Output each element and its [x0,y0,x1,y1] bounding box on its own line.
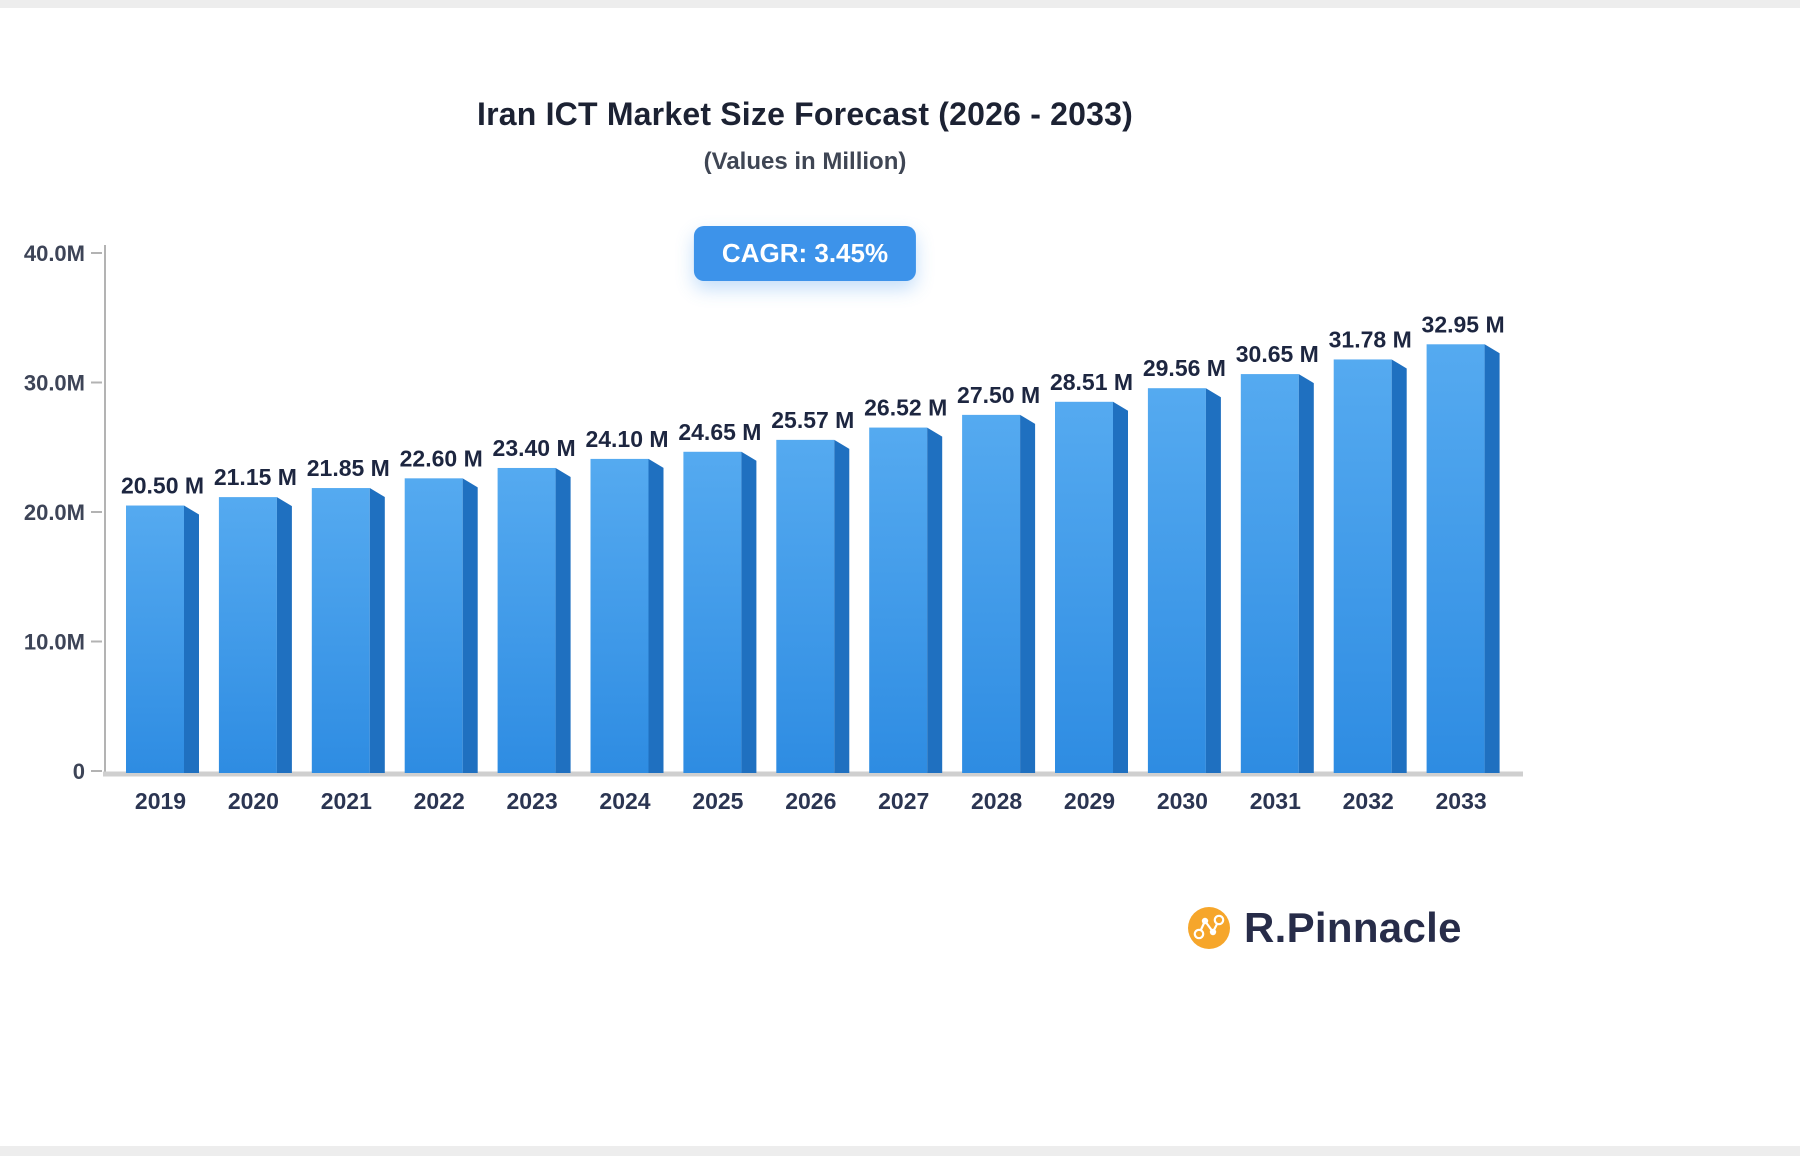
bar-value-label: 27.50 M [957,382,1040,408]
bar-2029: 28.51 M [1050,369,1133,773]
y-axis-tick-label: 20.0M [24,500,85,525]
bar-value-label: 24.65 M [678,419,761,445]
x-axis-tick-label: 2020 [228,788,279,814]
bar-2021: 21.85 M [307,455,390,773]
x-axis-tick-label: 2022 [414,788,465,814]
x-axis-tick-label: 2025 [692,788,743,814]
top-edge [0,0,1800,8]
bar-value-label: 31.78 M [1329,326,1412,352]
bar-value-label: 23.40 M [493,435,576,461]
x-axis-tick-label: 2029 [1064,788,1115,814]
bar-value-label: 24.10 M [585,426,668,452]
bar-value-label: 28.51 M [1050,369,1133,395]
bar-2023: 23.40 M [493,435,576,773]
x-axis-tick-label: 2021 [321,788,372,814]
y-axis-tick-label: 40.0M [24,241,85,266]
x-axis-tick-label: 2023 [507,788,558,814]
brand-logo: R.Pinnacle [1186,904,1462,952]
x-axis-tick-label: 2024 [599,788,650,814]
bar-2025: 24.65 M [678,419,761,773]
x-axis-tick-label: 2028 [971,788,1022,814]
x-axis-tick-label: 2027 [878,788,929,814]
x-axis-tick-label: 2032 [1343,788,1394,814]
bar-value-label: 29.56 M [1143,355,1226,381]
bar-2019: 20.50 M [121,473,204,773]
bar-value-label: 25.57 M [771,407,854,433]
y-axis-tick-label: 30.0M [24,371,85,396]
bar-value-label: 21.85 M [307,455,390,481]
bar-2030: 29.56 M [1143,355,1226,773]
bar-2032: 31.78 M [1329,326,1412,773]
bar-value-label: 20.50 M [121,473,204,499]
bar-2026: 25.57 M [771,407,854,773]
bar-value-label: 21.15 M [214,464,297,490]
bar-2020: 21.15 M [214,464,297,773]
bar-2031: 30.65 M [1236,341,1319,773]
bar-value-label: 26.52 M [864,395,947,421]
bar-2024: 24.10 M [585,426,669,773]
cagr-badge: CAGR: 3.45% [693,226,917,281]
x-axis-tick-label: 2031 [1250,788,1301,814]
chart-subtitle: (Values in Million) [703,148,907,175]
bottom-edge [0,1146,1800,1156]
y-axis-tick-label: 10.0M [24,630,85,655]
x-axis-tick-label: 2030 [1157,788,1208,814]
x-axis-tick-label: 2033 [1436,788,1487,814]
bar-value-label: 32.95 M [1422,311,1505,337]
bar-2027: 26.52 M [864,395,947,773]
bar-2022: 22.60 M [400,445,483,773]
bar-value-label: 30.65 M [1236,341,1319,367]
network-nodes-icon [1188,907,1230,949]
brand-name: R.Pinnacle [1244,904,1462,951]
x-axis-tick-label: 2026 [785,788,836,814]
bar-value-label: 22.60 M [400,445,483,471]
bar-2033: 32.95 M [1422,311,1505,773]
chart-title: Iran ICT Market Size Forecast (2026 - 20… [477,96,1133,132]
bar-2028: 27.50 M [957,382,1040,773]
x-axis-tick-label: 2019 [135,788,186,814]
y-axis-tick-label: 0 [73,759,85,784]
